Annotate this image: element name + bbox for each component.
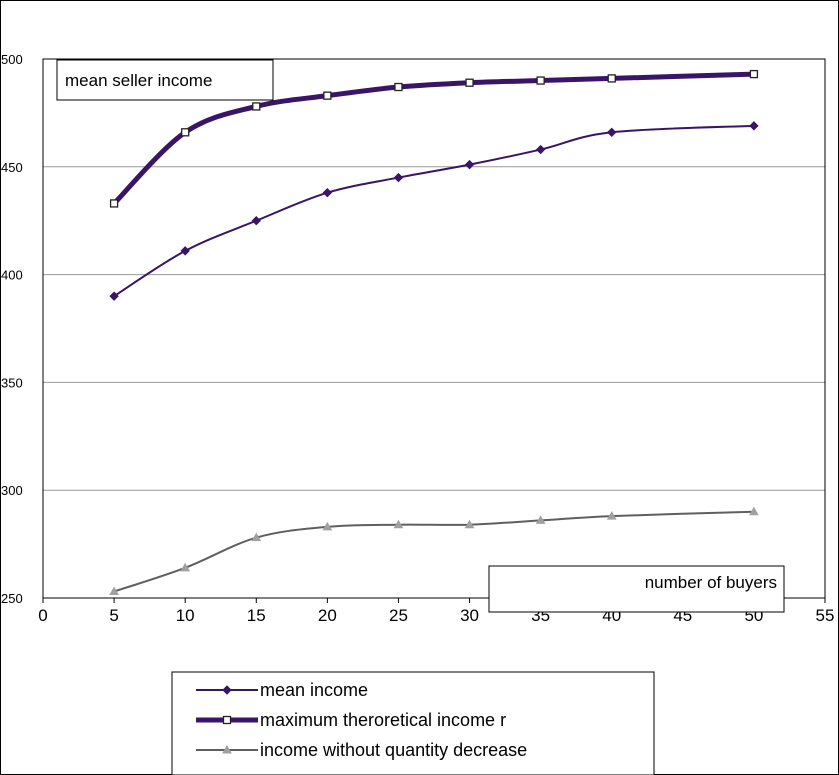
data-point — [180, 246, 190, 256]
x-axis-label-box — [488, 565, 785, 613]
data-point — [606, 511, 617, 520]
data-point — [749, 69, 759, 79]
data-point — [535, 515, 546, 524]
x-tick-label: 30 — [460, 606, 479, 625]
x-tick-label: 55 — [816, 606, 835, 625]
data-point — [394, 82, 403, 92]
legend-label: income without quantity decrease — [260, 740, 527, 760]
data-point — [323, 91, 332, 100]
legend-swatch-marker — [222, 744, 232, 754]
data-point — [607, 74, 616, 83]
data-point — [393, 172, 404, 183]
data-point — [465, 78, 474, 87]
y-tick-label: 250 — [1, 591, 23, 606]
y-tick-label: 300 — [1, 483, 23, 498]
x-tick-label: 15 — [247, 606, 266, 625]
chart-title-box — [56, 59, 274, 101]
legend-label: maximum theroretical income r — [260, 710, 506, 730]
data-point — [252, 102, 261, 111]
x-tick-label: 0 — [38, 606, 47, 625]
data-point — [464, 159, 475, 170]
data-point — [536, 76, 545, 85]
legend-items: mean income maximum theroretical income r… — [196, 680, 527, 760]
data-point — [393, 519, 404, 529]
data-point — [109, 586, 119, 596]
y-tick-label: 400 — [1, 268, 23, 283]
y-tick-label: 350 — [1, 375, 23, 390]
data-point — [251, 532, 262, 542]
x-tick-label: 20 — [318, 606, 337, 625]
data-point — [607, 127, 617, 138]
data-point — [251, 215, 261, 226]
data-point — [109, 199, 119, 208]
x-axis-label: number of buyers — [645, 573, 777, 592]
x-tick-label: 10 — [176, 606, 195, 625]
x-tick-label: 25 — [389, 606, 408, 625]
legend-swatch-marker — [222, 685, 232, 695]
legend-swatch-marker — [222, 715, 232, 725]
data-point — [464, 519, 475, 529]
x-tick-label: 5 — [109, 606, 118, 625]
data-point — [322, 521, 333, 531]
legend-label: mean income — [260, 680, 368, 700]
data-point — [109, 291, 119, 301]
data-point — [535, 144, 546, 155]
data-point — [749, 121, 759, 131]
data-point — [749, 506, 759, 516]
y-tick-label: 450 — [1, 160, 23, 175]
data-point — [322, 187, 333, 198]
y-tick-label: 500 — [1, 52, 23, 67]
data-point — [181, 128, 190, 137]
chart-title: mean seller income — [65, 71, 212, 90]
data-point — [180, 562, 191, 572]
